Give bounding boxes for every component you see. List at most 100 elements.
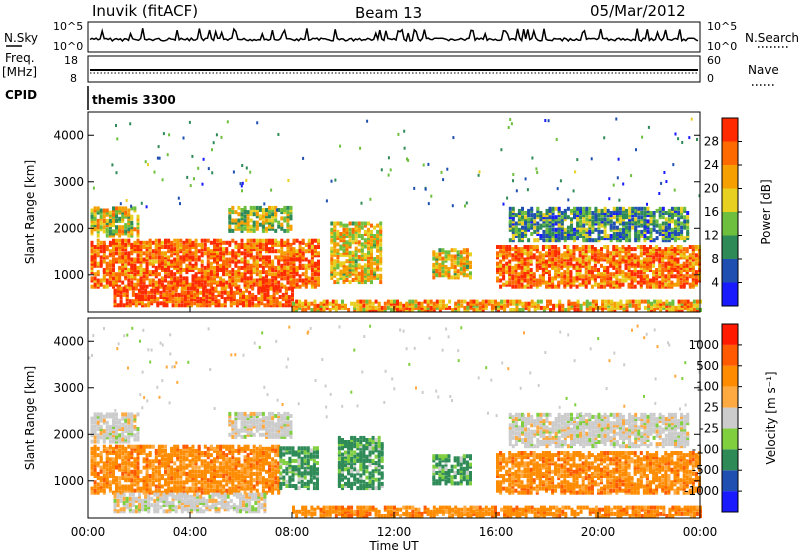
echo-cell <box>112 451 115 455</box>
echo-cell <box>532 278 536 283</box>
echo-cell <box>584 257 588 262</box>
echo-cell <box>566 268 570 272</box>
echo-cell <box>148 444 152 449</box>
echo-cell <box>590 251 594 256</box>
echo-cell <box>108 223 112 228</box>
echo-cell <box>649 213 653 218</box>
echo-cell <box>526 247 530 252</box>
echo-cell <box>211 171 214 175</box>
echo-cell <box>124 467 128 472</box>
echo-cell <box>523 245 527 249</box>
echo-cell <box>524 232 528 236</box>
echo-cell <box>661 257 665 262</box>
echo-cell <box>682 274 686 279</box>
echo-cell <box>252 270 256 275</box>
echo-cell <box>93 282 97 287</box>
echo-cell <box>521 238 524 243</box>
echo-cell <box>105 427 109 431</box>
echo-cell <box>604 305 608 310</box>
echo-cell <box>417 305 421 310</box>
echo-cell <box>99 457 103 462</box>
echo-cell <box>512 308 516 312</box>
echo-cell <box>183 295 187 299</box>
echo-cell <box>284 299 288 304</box>
echo-cell <box>664 255 668 260</box>
echo-cell <box>167 480 171 485</box>
echo-cell <box>569 251 573 256</box>
echo-cell <box>622 227 625 232</box>
echo-cell <box>115 457 118 462</box>
echo-cell <box>469 265 472 269</box>
echo-cell <box>402 308 406 312</box>
echo-cell <box>465 260 469 265</box>
echo-cell <box>112 247 115 252</box>
echo-cell <box>376 238 380 243</box>
echo-cell <box>154 255 158 260</box>
echo-cell <box>379 242 383 247</box>
echo-cell <box>173 444 177 449</box>
echo-cell <box>226 295 230 299</box>
echo-cell <box>662 303 666 308</box>
echo-cell <box>529 268 533 272</box>
echo-cell <box>280 276 284 281</box>
echo-cell <box>680 308 684 312</box>
echo-cell <box>587 249 591 254</box>
echo-cell <box>567 299 571 304</box>
echo-cell <box>193 297 197 302</box>
echo-cell <box>680 211 684 215</box>
echo-cell <box>520 278 524 283</box>
echo-cell <box>336 232 340 236</box>
echo-cell <box>524 211 528 215</box>
echo-cell <box>280 255 284 260</box>
echo-cell <box>257 297 261 302</box>
echo-cell <box>268 280 271 285</box>
echo-cell <box>287 299 291 304</box>
echo-cell <box>200 469 204 474</box>
echo-cell <box>541 280 545 285</box>
echo-cell <box>551 236 555 241</box>
echo-cell <box>563 251 567 256</box>
echo-cell <box>115 463 118 468</box>
echo-cell <box>667 268 671 272</box>
echo-cell <box>625 301 629 306</box>
echo-cell <box>234 282 238 287</box>
echo-cell <box>134 297 138 302</box>
echo-cell <box>511 257 515 262</box>
echo-cell <box>105 272 109 277</box>
echo-cell <box>151 282 155 287</box>
echo-cell <box>90 242 94 247</box>
echo-cell <box>603 229 607 234</box>
echo-cell <box>197 282 201 287</box>
echo-cell <box>199 290 203 295</box>
echo-cell <box>142 270 146 275</box>
echo-cell <box>363 271 367 276</box>
echo-cell <box>197 444 201 449</box>
echo-cell <box>216 282 219 287</box>
echo-cell <box>615 276 619 281</box>
echo-cell <box>557 272 561 277</box>
echo-cell <box>275 299 279 304</box>
echo-cell <box>164 480 167 485</box>
echo-cell <box>127 233 131 238</box>
echo-cell <box>659 301 663 306</box>
echo-cell <box>357 271 361 276</box>
echo-cell <box>160 444 164 449</box>
echo-cell <box>432 303 436 308</box>
echo-cell <box>105 431 109 436</box>
echo-cell <box>108 210 112 215</box>
echo-cell <box>676 270 680 275</box>
echo-cell <box>658 284 662 289</box>
echo-cell <box>231 280 235 285</box>
echo-cell <box>310 238 314 243</box>
echo-cell <box>252 257 256 262</box>
echo-cell <box>665 305 669 310</box>
echo-cell <box>153 297 157 302</box>
echo-cell <box>228 272 232 277</box>
echo-cell <box>274 205 278 210</box>
echo-cell <box>685 276 689 281</box>
echo-cell <box>90 265 94 270</box>
echo-cell <box>121 210 125 215</box>
echo-cell <box>336 229 340 234</box>
echo-cell <box>112 446 115 451</box>
echo-cell <box>302 156 305 160</box>
